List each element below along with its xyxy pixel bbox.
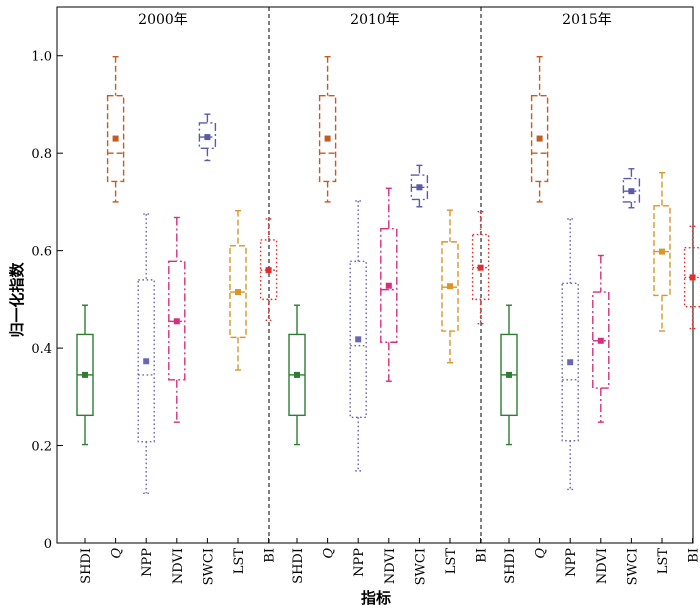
x-tick-label: BI [475, 548, 490, 563]
x-tick-label: SWCI [413, 548, 428, 585]
panel-2010: 2010年 SHDI Q NPP NDVI SWCI LST BI [288, 12, 490, 585]
mean-marker [597, 337, 604, 344]
mean-marker [173, 318, 180, 325]
mean-marker [112, 135, 119, 142]
x-tick-label: NPP [564, 548, 579, 577]
panels: 2000年 SHDI Q NPP NDVI SWCI LST BI 2010年 SHDI Q NPP N… [76, 12, 700, 585]
x-tick-label: LST [232, 548, 247, 575]
y-axis: 0 0.2 0.4 0.6 0.8 1.0 [31, 50, 63, 552]
x-tick-label: Q [534, 548, 549, 559]
x-tick-label: NDVI [383, 548, 398, 584]
mean-marker [506, 371, 512, 378]
box-npp: NPP [561, 218, 579, 577]
panel-2015: 2015年 SHDI Q NPP NDVI SWCI LST BI [500, 12, 700, 585]
mean-marker [204, 134, 211, 141]
y-tick-label: 1.0 [31, 50, 52, 65]
box-iqr [198, 122, 217, 150]
box-iqr [318, 94, 337, 183]
box-iqr [349, 260, 367, 418]
box-shdi: SHDI [76, 304, 94, 584]
box-iqr [471, 233, 490, 301]
panel-title: 2015年 [562, 12, 612, 28]
x-tick-label: LST [444, 548, 459, 575]
mean-marker [82, 371, 88, 378]
x-tick-label: SHDI [79, 548, 94, 584]
box-iqr [380, 228, 398, 343]
mean-marker [689, 274, 696, 281]
plot-frame [56, 6, 694, 544]
box-npp: NPP [349, 200, 367, 577]
box-iqr [106, 94, 125, 183]
x-tick-label: SWCI [201, 548, 216, 585]
box-q: Q [318, 56, 337, 559]
panel-2000: 2000年 SHDI Q NPP NDVI SWCI LST BI [76, 12, 278, 585]
y-tick-label: 0.6 [31, 245, 52, 260]
x-axis-title: 指标 [361, 589, 391, 607]
mean-marker [536, 135, 543, 142]
x-tick-label: SWCI [625, 548, 640, 585]
box-swci: SWCI [198, 113, 217, 585]
x-tick-label: LST [656, 548, 671, 575]
box-q: Q [106, 56, 125, 559]
box-lst: LST [653, 171, 671, 575]
mean-marker [416, 184, 423, 191]
box-bi: BI [471, 210, 490, 563]
mean-marker [143, 358, 150, 365]
box-lst: LST [229, 209, 247, 575]
box-ndvi: NDVI [380, 187, 398, 584]
box-bi: BI [683, 225, 700, 563]
box-swci: SWCI [410, 164, 428, 585]
x-tick-label: Q [322, 548, 337, 559]
box-iqr [592, 291, 610, 389]
plot-border [56, 6, 694, 544]
mean-marker [265, 267, 272, 274]
box-iqr [168, 260, 186, 381]
mean-marker [447, 283, 453, 290]
box-npp: NPP [137, 213, 155, 577]
mean-marker [477, 264, 484, 271]
y-tick-label: 0.8 [31, 147, 52, 162]
y-tick-label: 0.4 [31, 342, 52, 357]
mean-marker [235, 289, 241, 296]
x-tick-label: SHDI [291, 548, 306, 584]
panel-title: 2000年 [138, 12, 188, 28]
y-tick-label: 0.2 [31, 440, 52, 455]
x-tick-label: NPP [140, 548, 155, 577]
box-iqr [653, 205, 671, 297]
x-tick-label: BI [687, 548, 700, 563]
x-tick-label: Q [110, 548, 125, 559]
mean-marker [355, 336, 362, 343]
x-tick-label: SHDI [503, 548, 518, 584]
x-tick-label: NDVI [595, 548, 610, 584]
x-tick-label: BI [263, 548, 278, 563]
x-tick-label: NDVI [171, 548, 186, 584]
box-shdi: SHDI [288, 304, 306, 584]
mean-marker [324, 135, 331, 142]
mean-marker [659, 248, 665, 255]
box-iqr [530, 94, 549, 183]
panel-title: 2010年 [350, 12, 400, 28]
box-iqr [561, 282, 579, 442]
box-ndvi: NDVI [592, 254, 610, 584]
box-q: Q [530, 56, 549, 559]
box-iqr [137, 279, 155, 443]
mean-marker [294, 371, 300, 378]
box-lst: LST [441, 209, 459, 575]
box-ndvi: NDVI [168, 216, 186, 584]
box-iqr [441, 241, 459, 332]
box-bi: BI [259, 218, 278, 563]
mean-marker [628, 188, 635, 195]
y-tick-label: 0 [44, 537, 52, 552]
box-iqr [622, 177, 641, 203]
mean-marker [567, 359, 574, 366]
box-shdi: SHDI [500, 304, 518, 584]
x-tick-label: NPP [352, 548, 367, 577]
box-swci: SWCI [622, 168, 641, 585]
y-axis-title: 归一化指数 [8, 262, 26, 338]
mean-marker [385, 282, 392, 289]
